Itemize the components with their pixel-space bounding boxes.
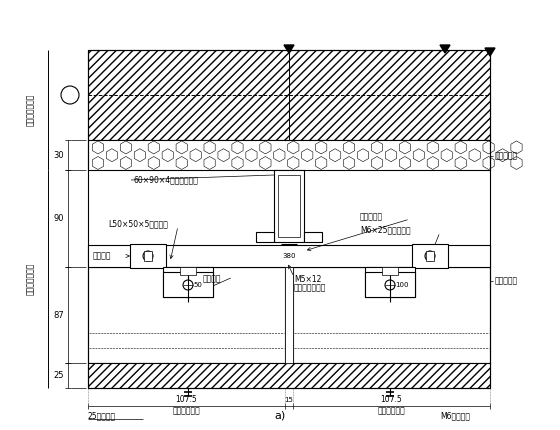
- Bar: [278, 175, 300, 237]
- Text: 50: 50: [193, 282, 202, 288]
- Text: a): a): [274, 410, 286, 420]
- Text: 防腐垫片: 防腐垫片: [203, 274, 222, 283]
- Bar: [88, 363, 490, 388]
- Text: 铝合金挂件: 铝合金挂件: [495, 276, 518, 286]
- Text: M5×12: M5×12: [294, 275, 321, 284]
- Text: 保温防火层: 保温防火层: [495, 151, 518, 160]
- Bar: [130, 244, 166, 268]
- Text: 380: 380: [282, 253, 296, 259]
- Polygon shape: [284, 45, 294, 53]
- Text: 15: 15: [284, 397, 293, 403]
- Text: 25厚花岗石: 25厚花岗石: [88, 412, 116, 421]
- Bar: [365, 267, 415, 297]
- Bar: [144, 251, 152, 261]
- Text: 按实际工程采用: 按实际工程采用: [26, 263, 35, 295]
- Text: M6×25不锈钢螺杆: M6×25不锈钢螺杆: [360, 225, 410, 234]
- Bar: [88, 267, 285, 363]
- Text: 幕墙分格尺寸: 幕墙分格尺寸: [377, 406, 405, 415]
- Bar: [274, 170, 304, 242]
- Text: 87: 87: [53, 310, 64, 319]
- Text: 90: 90: [54, 214, 64, 223]
- Bar: [256, 232, 274, 242]
- Bar: [382, 267, 398, 275]
- Text: 按实际工程采用: 按实际工程采用: [26, 94, 35, 126]
- Bar: [163, 267, 213, 297]
- Polygon shape: [485, 48, 495, 56]
- Bar: [180, 267, 196, 275]
- Text: M6后切螺栓: M6后切螺栓: [440, 412, 470, 421]
- Text: 锁紧螺钉: 锁紧螺钉: [93, 252, 111, 261]
- Text: 25: 25: [54, 371, 64, 380]
- Bar: [365, 272, 415, 297]
- Text: 107.5: 107.5: [381, 396, 403, 405]
- Bar: [88, 50, 490, 140]
- Bar: [163, 272, 213, 297]
- Polygon shape: [440, 45, 450, 53]
- Bar: [293, 267, 490, 363]
- Text: 100: 100: [395, 282, 408, 288]
- Text: 不锈钢螺杆: 不锈钢螺杆: [360, 212, 383, 221]
- Text: L50×50×5镀锌角钢: L50×50×5镀锌角钢: [108, 219, 168, 228]
- Bar: [412, 244, 448, 268]
- Bar: [88, 245, 490, 267]
- Bar: [88, 140, 490, 170]
- Text: 不锈钢微调螺钉: 不锈钢微调螺钉: [294, 283, 326, 292]
- Text: 107.5: 107.5: [176, 396, 197, 405]
- Bar: [304, 232, 322, 242]
- Text: 30: 30: [53, 150, 64, 160]
- Text: 60×90×4镀锌钢通主梁: 60×90×4镀锌钢通主梁: [133, 175, 198, 184]
- Text: 幕墙分格尺寸: 幕墙分格尺寸: [172, 406, 200, 415]
- Bar: [285, 267, 293, 363]
- Bar: [426, 251, 434, 261]
